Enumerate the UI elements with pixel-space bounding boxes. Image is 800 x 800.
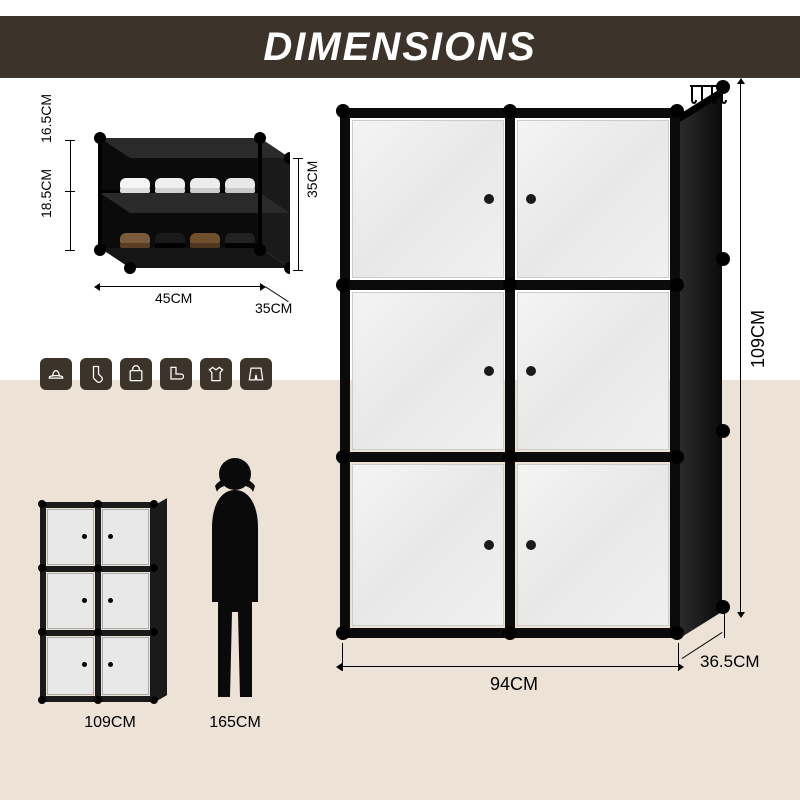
dim-depth: 35CM	[255, 300, 292, 316]
header-bar: DIMENSIONS	[0, 16, 800, 78]
dim-lower-shelf: 18.5CM	[38, 169, 54, 218]
canvas: DIMENSIONS	[0, 0, 800, 800]
compare-section: 109CM 165CM	[40, 420, 300, 740]
small-rack-section: 16.5CM 18.5CM 35CM 45CM 35CM	[40, 128, 290, 328]
small-cube	[40, 502, 170, 702]
compare-cabinet-label: 109CM	[75, 714, 145, 732]
hat-icon	[40, 358, 72, 390]
dim-height: 35CM	[304, 161, 320, 198]
header-title: DIMENSIONS	[263, 25, 536, 70]
sock-icon	[80, 358, 112, 390]
big-dim-line-width	[342, 666, 678, 667]
big-cube-section: 109CM 94CM 36.5CM	[340, 108, 780, 748]
dim-width: 45CM	[155, 290, 192, 306]
dim-upper-shelf: 16.5CM	[38, 94, 54, 143]
big-cube	[340, 108, 690, 638]
compare-person-label: 165CM	[200, 714, 270, 732]
big-dim-height: 109CM	[748, 310, 769, 368]
dim-line-width	[100, 286, 260, 287]
dim-line-left	[70, 140, 71, 250]
dim-line-right	[298, 158, 299, 270]
bag-icon	[120, 358, 152, 390]
big-dim-width: 94CM	[490, 674, 538, 695]
shirt-icon	[200, 358, 232, 390]
boot-icon	[160, 358, 192, 390]
person-silhouette	[200, 452, 270, 702]
shorts-icon	[240, 358, 272, 390]
big-dim-line-height	[740, 84, 741, 612]
icons-row	[40, 358, 272, 390]
big-dim-depth: 36.5CM	[700, 652, 760, 672]
